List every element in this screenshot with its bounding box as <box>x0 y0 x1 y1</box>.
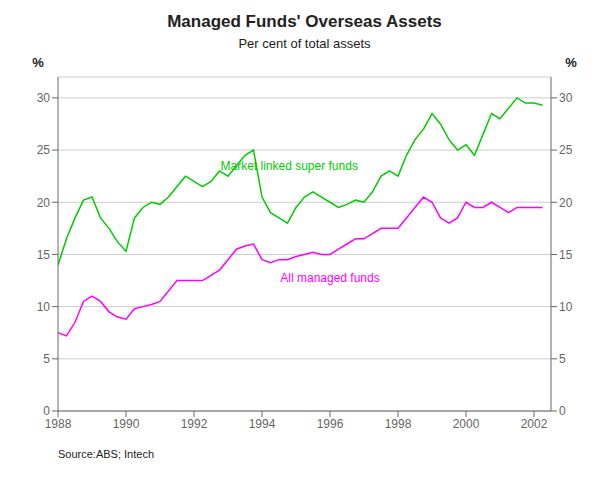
svg-text:15: 15 <box>559 248 573 262</box>
svg-text:Market linked super funds: Market linked super funds <box>220 159 357 173</box>
svg-text:25: 25 <box>37 143 51 157</box>
html-text:Source:ABS; Intech: Source:ABS; Intech <box>58 448 154 460</box>
svg-text:0: 0 <box>43 404 50 418</box>
svg-text:2000: 2000 <box>453 417 480 431</box>
svg-text:1996: 1996 <box>317 417 344 431</box>
svg-text:0: 0 <box>559 404 566 418</box>
svg-text:1990: 1990 <box>113 417 140 431</box>
svg-text:1994: 1994 <box>249 417 276 431</box>
svg-text:%: % <box>565 55 577 70</box>
svg-text:5: 5 <box>559 352 566 366</box>
html-text:Managed Funds' Overseas Assets: Managed Funds' Overseas Assets <box>167 12 442 31</box>
svg-text:%: % <box>32 55 44 70</box>
html-text:Per cent of total assets: Per cent of total assets <box>238 36 371 51</box>
svg-text:20: 20 <box>37 196 51 210</box>
svg-text:2002: 2002 <box>521 417 548 431</box>
svg-text:30: 30 <box>559 91 573 105</box>
svg-text:All managed funds: All managed funds <box>280 271 379 285</box>
svg-text:15: 15 <box>37 248 51 262</box>
svg-text:5: 5 <box>43 352 50 366</box>
svg-text:1988: 1988 <box>45 417 72 431</box>
svg-text:1998: 1998 <box>385 417 412 431</box>
svg-text:1992: 1992 <box>181 417 208 431</box>
svg-text:10: 10 <box>559 300 573 314</box>
svg-text:30: 30 <box>37 91 51 105</box>
svg-text:20: 20 <box>559 196 573 210</box>
svg-text:10: 10 <box>37 300 51 314</box>
svg-text:25: 25 <box>559 143 573 157</box>
